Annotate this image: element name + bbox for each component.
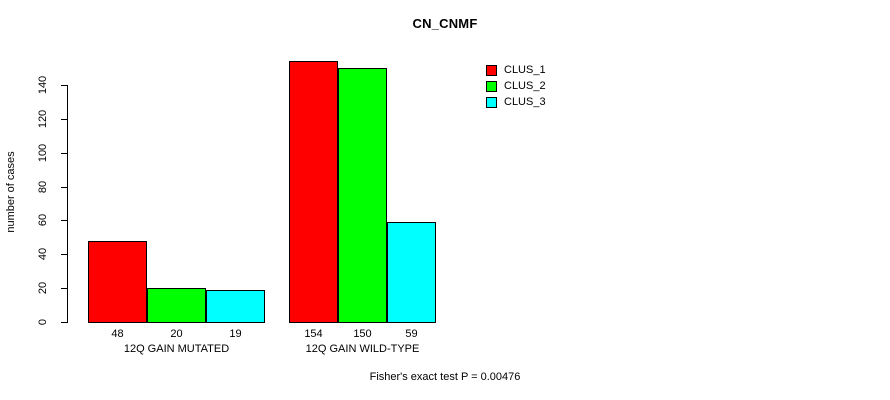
- y-axis-tick-mark: [61, 85, 67, 86]
- y-axis-title: number of cases: [5, 151, 17, 233]
- y-axis-tick-label: 140: [30, 72, 56, 98]
- y-axis-tick-label: 60: [30, 207, 56, 233]
- bar-clus_2-group2: [338, 68, 387, 323]
- bar-clus_1-group2: [289, 61, 338, 323]
- y-axis-tick-label: 100: [30, 140, 56, 166]
- legend-item-label: CLUS_2: [504, 80, 546, 92]
- bar-clus_3-group2: [387, 222, 436, 323]
- legend-item-label: CLUS_3: [504, 96, 546, 108]
- footer-annotation: Fisher's exact test P = 0.00476: [369, 371, 521, 383]
- legend-item-clus_1: CLUS_1: [486, 62, 546, 78]
- bar-value-label: 150: [353, 328, 372, 340]
- x-axis-group-label: 12Q GAIN WILD-TYPE: [305, 343, 420, 355]
- y-axis-tick-mark: [61, 118, 67, 120]
- y-axis-tick-mark: [61, 288, 67, 290]
- bar-value-label: 19: [229, 328, 242, 340]
- y-axis-tick-label-text: 60: [37, 214, 49, 227]
- y-axis-tick-label: 40: [30, 241, 56, 267]
- bar-clus_2-group1: [147, 288, 206, 323]
- y-axis-tick-label-text: 140: [36, 75, 49, 95]
- y-axis-tick-label-text: 100: [36, 143, 49, 162]
- y-axis-tick-label: 20: [30, 275, 56, 301]
- y-axis-tick-mark: [61, 186, 67, 188]
- bar-value-label: 20: [170, 328, 183, 340]
- y-axis-tick-label-text: 20: [37, 282, 49, 295]
- legend-color-swatch: [486, 64, 497, 76]
- y-axis-tick-mark: [61, 220, 67, 222]
- y-axis-tick-label-text: 40: [37, 248, 49, 261]
- bar-clus_3-group1: [206, 289, 265, 323]
- bar-value-label: 48: [111, 328, 124, 340]
- legend-item-clus_2: CLUS_2: [486, 78, 546, 94]
- y-axis-tick-label-text: 80: [37, 180, 49, 193]
- y-axis-line: [67, 85, 68, 323]
- legend-item-clus_3: CLUS_3: [486, 94, 546, 110]
- y-axis-tick-label: 80: [30, 174, 56, 200]
- y-axis-tick-mark: [61, 152, 67, 154]
- legend-item-label: CLUS_1: [504, 64, 546, 76]
- bar-value-label: 59: [405, 328, 418, 340]
- legend: CLUS_1 CLUS_2 CLUS_3: [486, 62, 546, 110]
- x-axis-group-label: 12Q GAIN MUTATED: [123, 343, 230, 355]
- y-axis-tick-label-text: 0: [37, 318, 49, 326]
- bar-clus_1-group1: [88, 240, 147, 323]
- legend-color-swatch: [486, 96, 497, 108]
- y-axis-tick-mark: [61, 254, 67, 256]
- y-axis-tick-mark: [61, 322, 67, 323]
- bar-value-label: 154: [304, 328, 323, 340]
- y-axis-tick-label: 120: [30, 106, 56, 132]
- legend-color-swatch: [486, 80, 497, 92]
- y-axis-tick-label-text: 120: [36, 109, 49, 129]
- page-title: CN_CNMF: [412, 16, 478, 31]
- y-axis-tick-label: 0: [30, 309, 56, 335]
